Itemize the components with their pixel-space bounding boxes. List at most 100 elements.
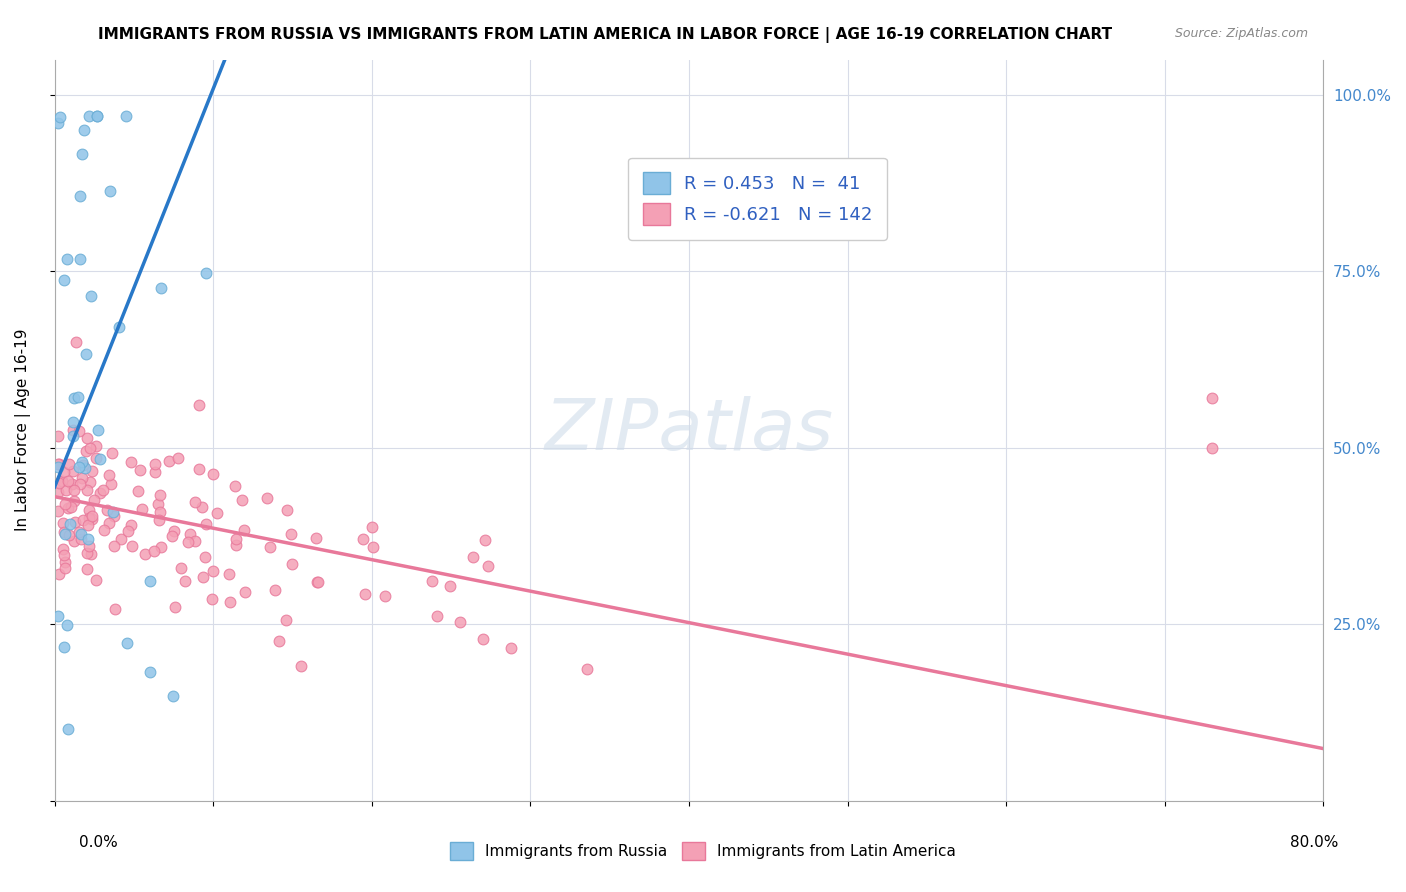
Point [70, 455, 93, 469]
Point [280, 557, 302, 571]
Point [52, 549, 75, 563]
Point [305, 531, 328, 545]
Point [63, 483, 86, 497]
Point [76, 546, 98, 560]
Point [477, 559, 499, 574]
Point [108, 320, 131, 334]
Point [80, 509, 103, 524]
Point [79, 441, 101, 455]
Point [70, 532, 93, 546]
Point [463, 549, 485, 564]
Point [86, 109, 108, 123]
Point [177, 535, 200, 549]
Point [103, 509, 125, 524]
Point [58, 457, 80, 471]
Point [67, 424, 90, 438]
Point [184, 495, 207, 509]
Point [205, 506, 228, 520]
Point [148, 513, 170, 527]
Point [98, 184, 121, 198]
Point [84, 450, 107, 465]
Point [191, 570, 214, 584]
Point [194, 266, 217, 280]
Point [225, 538, 247, 552]
Point [56, 252, 79, 267]
Point [53, 527, 76, 541]
Point [79, 109, 101, 123]
Point [46, 429, 69, 443]
Text: Source: ZipAtlas.com: Source: ZipAtlas.com [1174, 27, 1308, 40]
Point [194, 517, 217, 532]
Point [75, 347, 97, 361]
Point [127, 483, 149, 498]
Point [75, 444, 97, 458]
Point [52, 525, 75, 540]
Point [307, 574, 329, 589]
Point [104, 602, 127, 616]
Point [120, 454, 142, 468]
Point [75, 460, 97, 475]
Point [46, 459, 69, 474]
Point [219, 595, 242, 609]
Point [77, 518, 100, 533]
Point [93, 523, 115, 537]
Point [53, 497, 76, 511]
Point [138, 574, 160, 588]
Point [77, 511, 100, 525]
Text: 0.0%: 0.0% [79, 836, 118, 850]
Point [115, 109, 138, 123]
Point [72, 458, 94, 473]
Point [53, 272, 76, 286]
Point [361, 540, 384, 554]
Point [267, 633, 290, 648]
Point [179, 527, 201, 541]
Point [48, 476, 70, 491]
Y-axis label: In Labor Force | Age 16-19: In Labor Force | Age 16-19 [15, 329, 31, 532]
Point [190, 500, 212, 514]
Point [63, 533, 86, 548]
Point [48, 567, 70, 582]
Point [72, 513, 94, 527]
Point [117, 524, 139, 538]
Point [46, 608, 69, 623]
Point [79, 547, 101, 561]
Point [89, 452, 111, 467]
Point [235, 584, 257, 599]
Point [162, 690, 184, 704]
Point [87, 423, 110, 437]
Point [76, 483, 98, 497]
Point [69, 476, 91, 491]
Point [46, 457, 69, 471]
Point [426, 608, 449, 623]
Point [101, 446, 124, 460]
Point [290, 659, 312, 673]
Point [170, 561, 193, 575]
Legend: Immigrants from Russia, Immigrants from Latin America: Immigrants from Russia, Immigrants from … [443, 836, 963, 866]
Point [201, 592, 224, 607]
Point [62, 391, 84, 405]
Point [82, 464, 104, 478]
Point [145, 465, 167, 479]
Point [77, 539, 100, 553]
Point [157, 454, 180, 468]
Point [149, 505, 172, 519]
Point [256, 491, 278, 506]
Point [100, 477, 122, 491]
Point [96, 502, 118, 516]
Point [77, 503, 100, 517]
Point [65, 334, 87, 349]
Text: IMMIGRANTS FROM RUSSIA VS IMMIGRANTS FROM LATIN AMERICA IN LABOR FORCE | AGE 16-: IMMIGRANTS FROM RUSSIA VS IMMIGRANTS FRO… [98, 27, 1112, 43]
Point [70, 527, 93, 541]
Point [76, 431, 98, 445]
Point [67, 524, 90, 539]
Point [62, 423, 84, 437]
Point [499, 641, 522, 656]
Point [63, 494, 86, 508]
Point [194, 549, 217, 564]
Point [307, 575, 329, 590]
Point [184, 534, 207, 549]
Point [121, 540, 143, 554]
Point [62, 429, 84, 443]
Point [52, 516, 75, 531]
Point [89, 486, 111, 500]
